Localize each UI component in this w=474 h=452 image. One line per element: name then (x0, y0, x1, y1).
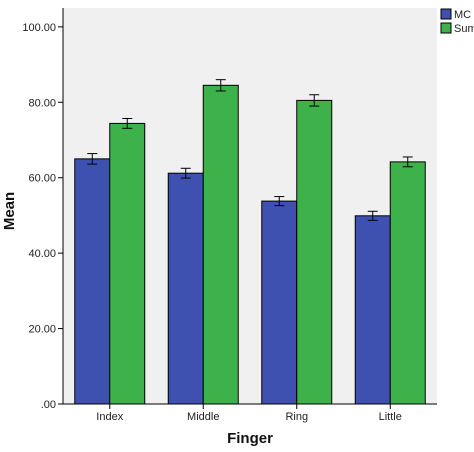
bar-mc-middle (167, 172, 204, 405)
bar-sum-middle (202, 84, 239, 405)
bar-mc-little (354, 215, 391, 405)
bar-sum-little (389, 161, 426, 405)
y-tick-label: 60.00 (28, 173, 56, 185)
y-tick-label: 80.00 (28, 97, 56, 109)
y-tick-label: .00 (41, 399, 56, 411)
x-tick-label: Ring (285, 411, 308, 423)
bar-sum-index (109, 122, 146, 405)
y-tick-label: 100.00 (22, 22, 56, 34)
y-axis-title: Mean (1, 192, 18, 230)
x-tick-label: Little (379, 411, 402, 423)
legend-label-sum: Sum (454, 23, 474, 35)
legend-swatch-mc (440, 8, 452, 20)
bar-mc-ring (261, 200, 298, 405)
y-tick-label: 40.00 (28, 248, 56, 260)
x-axis: Index Middle Ring Little (96, 404, 402, 423)
legend-label-mc: MC (454, 9, 471, 21)
y-axis: .00 20.00 40.00 60.00 80.00 100.00 (22, 22, 63, 411)
x-tick-label: Index (96, 411, 123, 423)
bar-sum-ring (296, 99, 333, 405)
legend-swatch-sum (440, 22, 452, 34)
legend: MC Sum (440, 8, 474, 35)
x-axis-title: Finger (227, 430, 273, 447)
bar-mc-index (74, 158, 111, 405)
bars (74, 84, 426, 405)
x-tick-label: Middle (187, 411, 219, 423)
error-bars (87, 79, 413, 221)
y-tick-label: 20.00 (28, 324, 56, 336)
